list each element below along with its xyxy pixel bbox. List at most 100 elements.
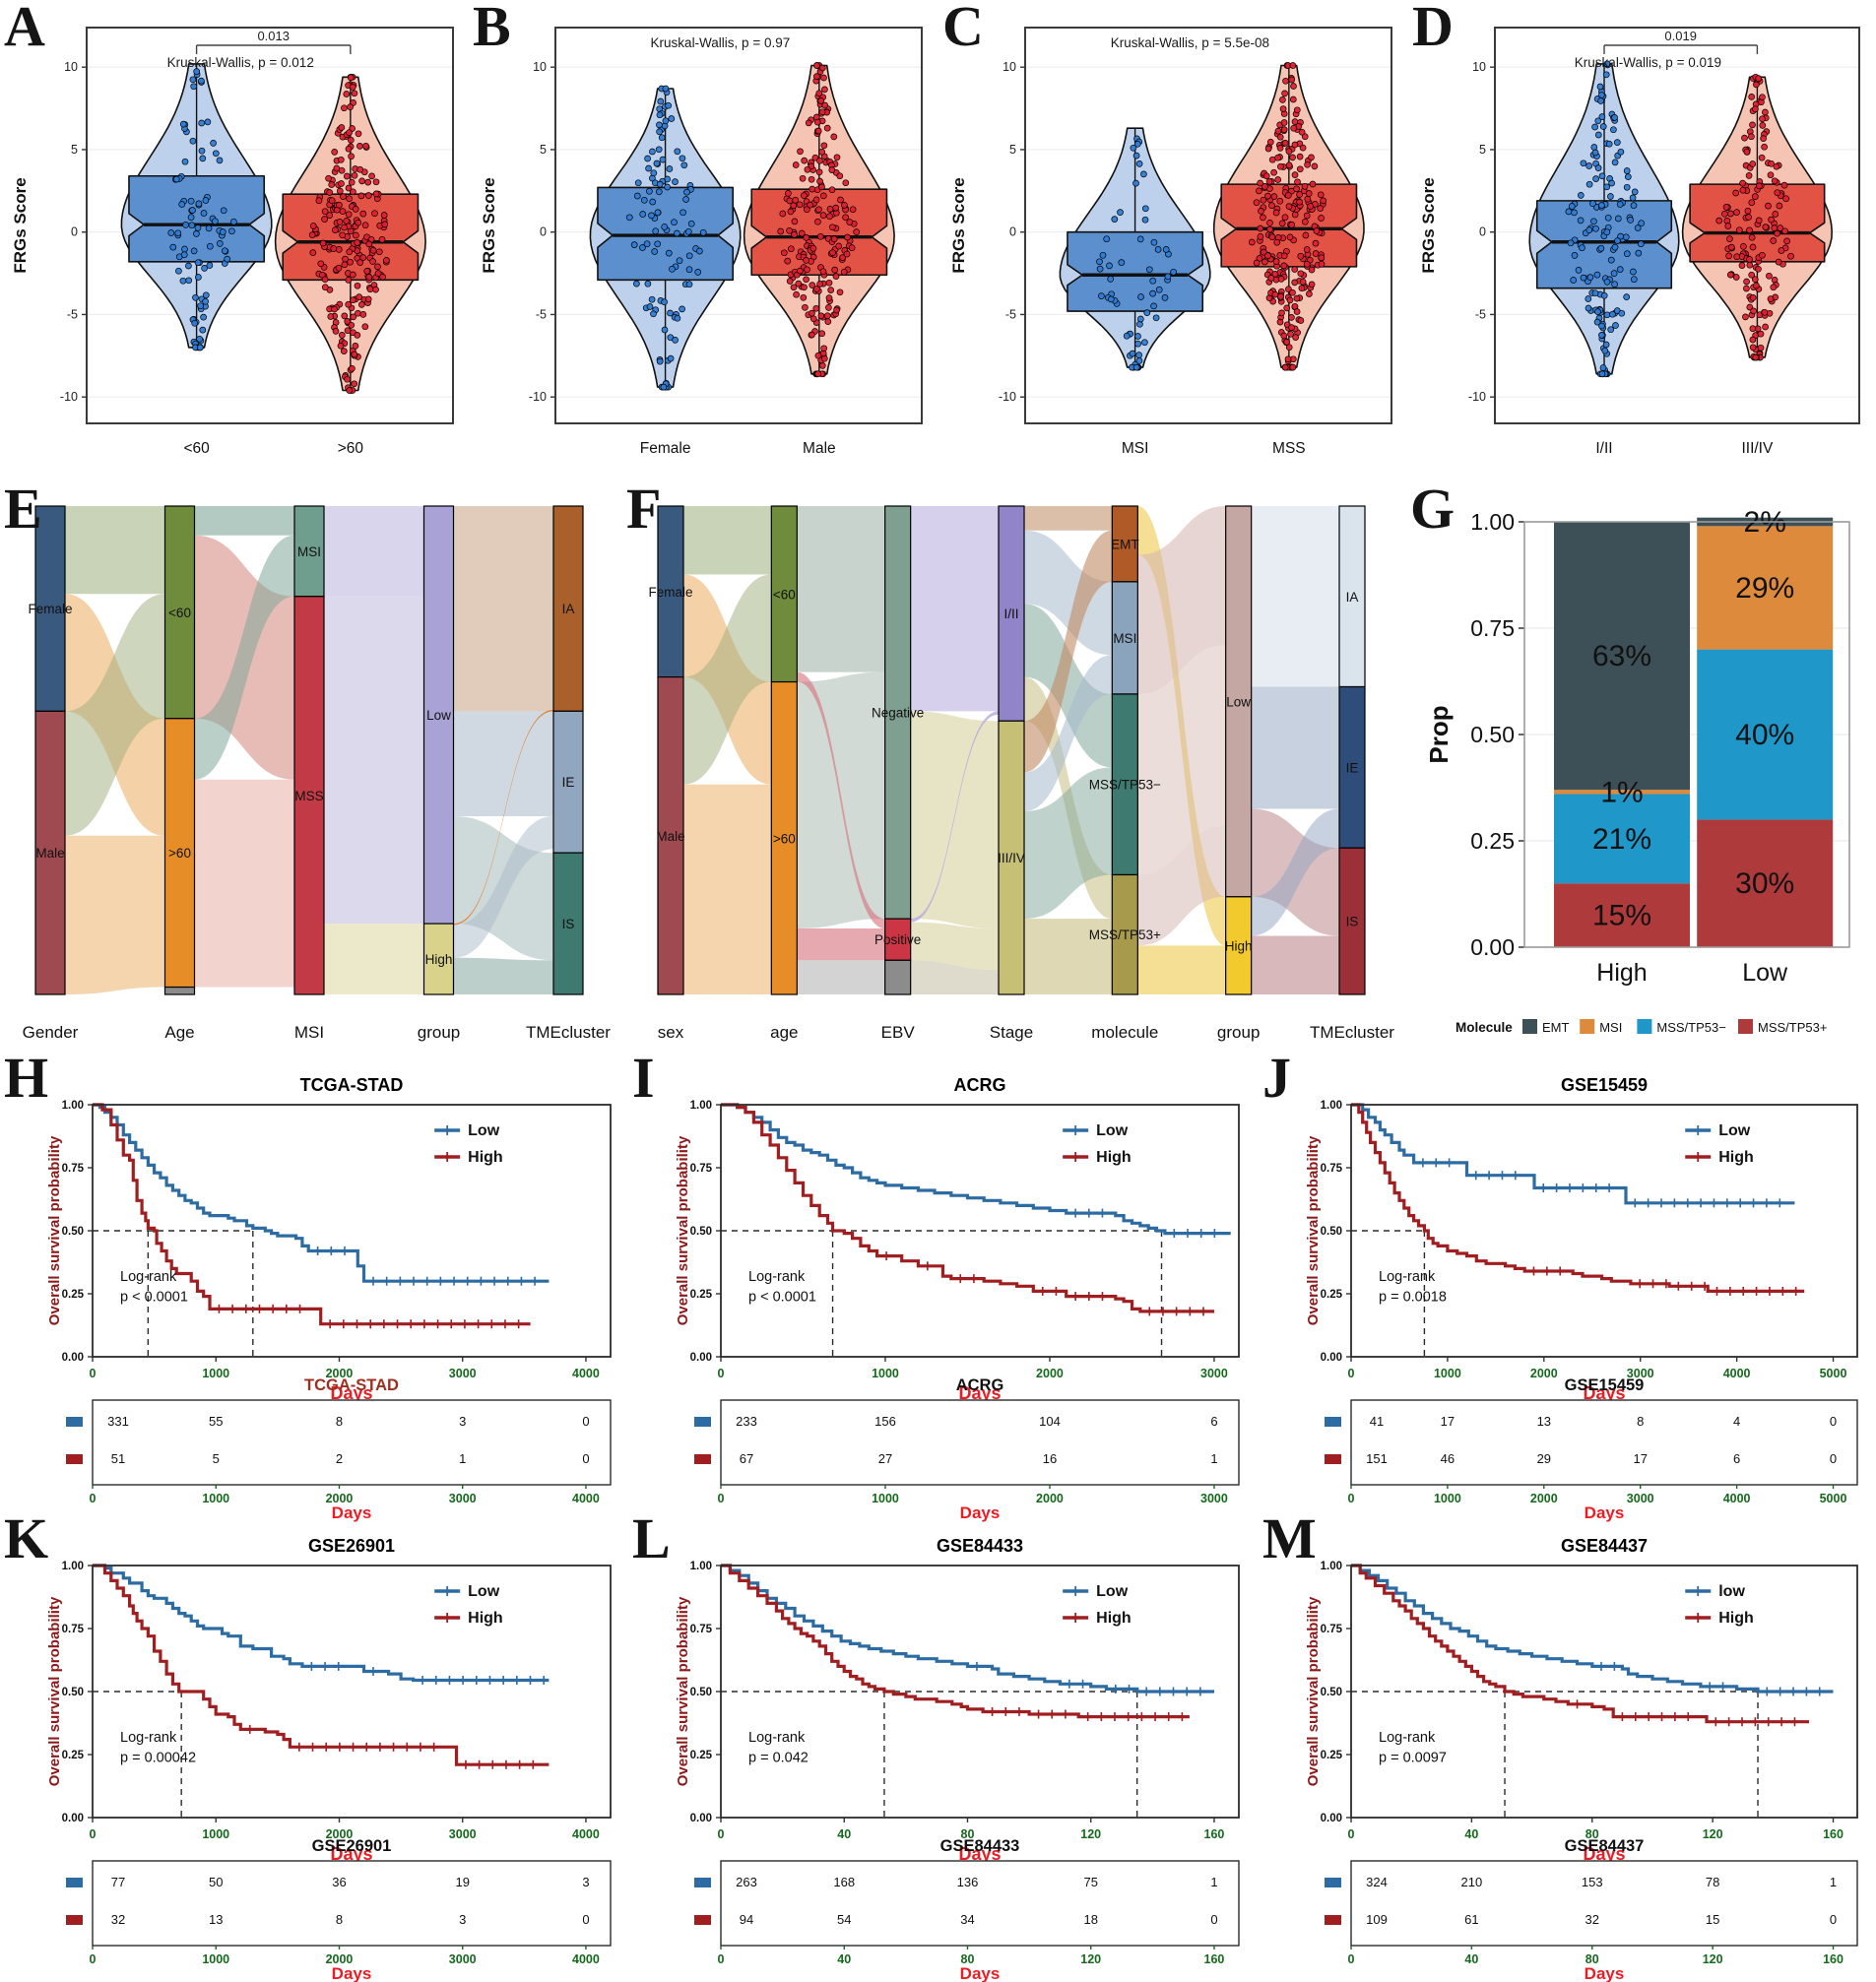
svg-text:80: 80 bbox=[1585, 1827, 1599, 1841]
svg-text:Negative: Negative bbox=[872, 706, 924, 721]
svg-text:0: 0 bbox=[1348, 1827, 1355, 1841]
svg-text:1.00: 1.00 bbox=[1321, 1561, 1342, 1572]
svg-text:1000: 1000 bbox=[202, 1492, 229, 1505]
svg-text:3000: 3000 bbox=[449, 1367, 477, 1380]
svg-text:10: 10 bbox=[533, 60, 547, 74]
svg-text:0.75: 0.75 bbox=[690, 1163, 713, 1175]
svg-text:MSI: MSI bbox=[294, 1023, 324, 1042]
svg-text:80: 80 bbox=[1585, 1952, 1599, 1966]
svg-text:0: 0 bbox=[582, 1414, 589, 1429]
svg-text:13: 13 bbox=[209, 1912, 223, 1927]
svg-text:1.00: 1.00 bbox=[1321, 1100, 1342, 1112]
svg-text:Log-rank: Log-rank bbox=[1379, 1269, 1436, 1285]
svg-text:168: 168 bbox=[833, 1875, 855, 1889]
svg-text:324: 324 bbox=[1366, 1875, 1388, 1889]
svg-text:156: 156 bbox=[874, 1414, 896, 1429]
svg-text:p = 0.0097: p = 0.0097 bbox=[1379, 1751, 1447, 1766]
svg-text:40: 40 bbox=[837, 1952, 851, 1966]
svg-text:0.50: 0.50 bbox=[690, 1687, 712, 1698]
svg-text:Female: Female bbox=[28, 602, 72, 616]
svg-text:GSE84437: GSE84437 bbox=[1561, 1536, 1648, 1556]
svg-text:160: 160 bbox=[1823, 1952, 1844, 1966]
sankey-chart-e: Female Male Gender <60 >60 Age MSI MSS MSI Low Hig… bbox=[23, 505, 611, 1042]
panel-km-gse15459: J GSE15459 1.00 0.75 0.50 0.25 0.00 0 1000 2000 3… bbox=[1261, 1050, 1873, 1522]
svg-text:36: 36 bbox=[332, 1875, 346, 1889]
panel-violin-age: A <60 >60 10 5 0 -5 -10 FRGs Score 0.013 Kruskal-… bbox=[2, 0, 467, 473]
svg-text:109: 109 bbox=[1366, 1912, 1388, 1927]
svg-text:EMT: EMT bbox=[1111, 537, 1139, 551]
panel-sankey-e: E Female Male Gender <60 >60 Age MSI MSS MSI Low H… bbox=[2, 480, 622, 1061]
svg-text:40: 40 bbox=[1464, 1827, 1478, 1841]
svg-text:Stage: Stage bbox=[990, 1023, 1033, 1042]
svg-text:78: 78 bbox=[1706, 1875, 1719, 1889]
svg-text:1000: 1000 bbox=[202, 1952, 229, 1966]
svg-text:32: 32 bbox=[111, 1912, 125, 1927]
svg-text:FRGs Score: FRGs Score bbox=[11, 177, 30, 273]
svg-text:0: 0 bbox=[1210, 1912, 1217, 1927]
svg-text:Prop: Prop bbox=[1424, 705, 1454, 763]
svg-text:1000: 1000 bbox=[872, 1367, 899, 1380]
svg-text:3000: 3000 bbox=[449, 1827, 477, 1841]
svg-text:0: 0 bbox=[1830, 1451, 1837, 1466]
svg-text:IA: IA bbox=[562, 602, 575, 616]
svg-text:80: 80 bbox=[961, 1827, 975, 1841]
svg-text:17: 17 bbox=[1441, 1414, 1455, 1429]
svg-text:0.75: 0.75 bbox=[1321, 1163, 1343, 1175]
svg-text:4000: 4000 bbox=[572, 1827, 600, 1841]
svg-text:p = 0.0018: p = 0.0018 bbox=[1379, 1290, 1447, 1306]
svg-text:Kruskal-Wallis, p = 5.5e-08: Kruskal-Wallis, p = 5.5e-08 bbox=[1111, 35, 1269, 50]
svg-text:32: 32 bbox=[1585, 1912, 1599, 1927]
svg-text:High: High bbox=[425, 952, 453, 967]
svg-text:-5: -5 bbox=[1005, 307, 1016, 321]
svg-text:16: 16 bbox=[1043, 1451, 1057, 1466]
svg-text:Days: Days bbox=[332, 1503, 372, 1522]
svg-text:19: 19 bbox=[455, 1875, 469, 1889]
svg-text:5: 5 bbox=[71, 143, 78, 157]
panel-letter-d: D bbox=[1412, 0, 1454, 58]
svg-text:GSE84437: GSE84437 bbox=[1565, 1837, 1645, 1855]
svg-text:High: High bbox=[468, 1610, 503, 1627]
svg-text:10: 10 bbox=[64, 60, 78, 74]
svg-text:0: 0 bbox=[90, 1952, 97, 1966]
svg-text:0: 0 bbox=[90, 1367, 97, 1380]
panel-letter-c: C bbox=[942, 0, 984, 58]
svg-text:MSS/TP53−: MSS/TP53− bbox=[1656, 1020, 1725, 1035]
svg-text:0.00: 0.00 bbox=[690, 1352, 712, 1364]
svg-text:Days: Days bbox=[1583, 1844, 1625, 1864]
svg-text:5: 5 bbox=[1479, 143, 1486, 157]
svg-text:Overall survival probability: Overall survival probability bbox=[46, 1135, 63, 1325]
svg-text:2000: 2000 bbox=[1036, 1367, 1064, 1380]
svg-text:29: 29 bbox=[1537, 1451, 1551, 1466]
sankey-chart-f: Female Male sex <60 >60 age Negative Positive EB… bbox=[648, 505, 1394, 1042]
svg-text:Low: Low bbox=[1096, 1122, 1129, 1139]
svg-text:Molecule: Molecule bbox=[1456, 1020, 1513, 1035]
svg-text:136: 136 bbox=[957, 1875, 979, 1889]
svg-text:29%: 29% bbox=[1735, 572, 1794, 605]
svg-text:Low: Low bbox=[426, 708, 451, 723]
svg-text:1000: 1000 bbox=[202, 1367, 229, 1380]
svg-text:0.75: 0.75 bbox=[62, 1624, 85, 1635]
svg-text:8: 8 bbox=[336, 1912, 343, 1927]
svg-text:2000: 2000 bbox=[326, 1492, 354, 1505]
svg-text:1000: 1000 bbox=[872, 1492, 899, 1505]
svg-text:ACRG: ACRG bbox=[954, 1075, 1006, 1095]
panel-letter-f: F bbox=[626, 477, 662, 541]
svg-text:30%: 30% bbox=[1735, 867, 1794, 900]
svg-text:1: 1 bbox=[1210, 1451, 1217, 1466]
svg-text:Male: Male bbox=[35, 846, 64, 861]
svg-text:2000: 2000 bbox=[326, 1952, 354, 1966]
svg-text:4000: 4000 bbox=[572, 1367, 600, 1380]
svg-text:3000: 3000 bbox=[1627, 1492, 1654, 1505]
svg-text:IE: IE bbox=[562, 775, 575, 790]
panel-bar-molecule: G 15% 21% 1% 63% High 30% 40% 29% 2% Low 0.00 0.25 0… bbox=[1408, 480, 1873, 1061]
svg-text:153: 153 bbox=[1582, 1875, 1603, 1889]
svg-text:Days: Days bbox=[960, 1964, 1001, 1982]
svg-text:FRGs Score: FRGs Score bbox=[480, 177, 498, 273]
svg-text:0: 0 bbox=[1348, 1492, 1355, 1505]
svg-text:III/IV: III/IV bbox=[1741, 440, 1774, 457]
svg-text:Overall survival probability: Overall survival probability bbox=[46, 1596, 63, 1786]
svg-text:34: 34 bbox=[960, 1912, 974, 1927]
svg-text:High: High bbox=[1096, 1149, 1132, 1166]
